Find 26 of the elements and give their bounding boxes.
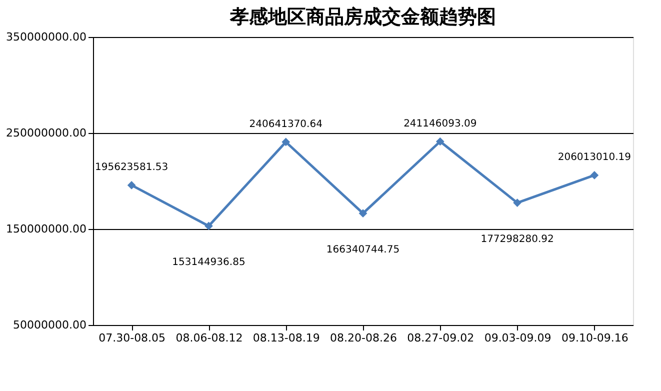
y-tick-label: 50000000.00 bbox=[13, 318, 86, 332]
data-label: 240641370.64 bbox=[249, 118, 322, 130]
point bbox=[513, 198, 522, 207]
data-label: 153144936.85 bbox=[172, 256, 246, 268]
x-tick-label: 09.03-09.09 bbox=[484, 332, 552, 344]
x-tick-label: 07.30-08.05 bbox=[98, 332, 166, 344]
data-label: 241146093.09 bbox=[404, 118, 477, 130]
data-label: 177298280.92 bbox=[480, 234, 554, 245]
x-tick-label: 08.20-08.26 bbox=[330, 332, 397, 344]
point bbox=[204, 222, 213, 230]
data-label: 195623581.53 bbox=[94, 162, 168, 174]
data-label: 206013010.19 bbox=[558, 152, 632, 164]
chart-title: 孝感地区商品房成交金额趋势图 bbox=[229, 6, 496, 28]
point bbox=[436, 137, 444, 146]
y-tick-label: 350000000.00 bbox=[6, 30, 86, 44]
x-tick-label: 08.06-08.12 bbox=[176, 332, 243, 344]
y-tick-label: 150000000.00 bbox=[6, 222, 86, 236]
x-tick-label: 08.13-08.19 bbox=[252, 332, 320, 344]
point bbox=[127, 181, 136, 190]
point bbox=[590, 171, 599, 180]
point bbox=[282, 138, 290, 146]
y-tick-label: 250000000.00 bbox=[6, 126, 86, 140]
data-label: 166340744.75 bbox=[326, 244, 400, 256]
x-tick-label: 08.27-09.02 bbox=[407, 332, 474, 344]
point bbox=[358, 209, 368, 218]
x-tick-label: 09.10-09.16 bbox=[561, 332, 628, 344]
